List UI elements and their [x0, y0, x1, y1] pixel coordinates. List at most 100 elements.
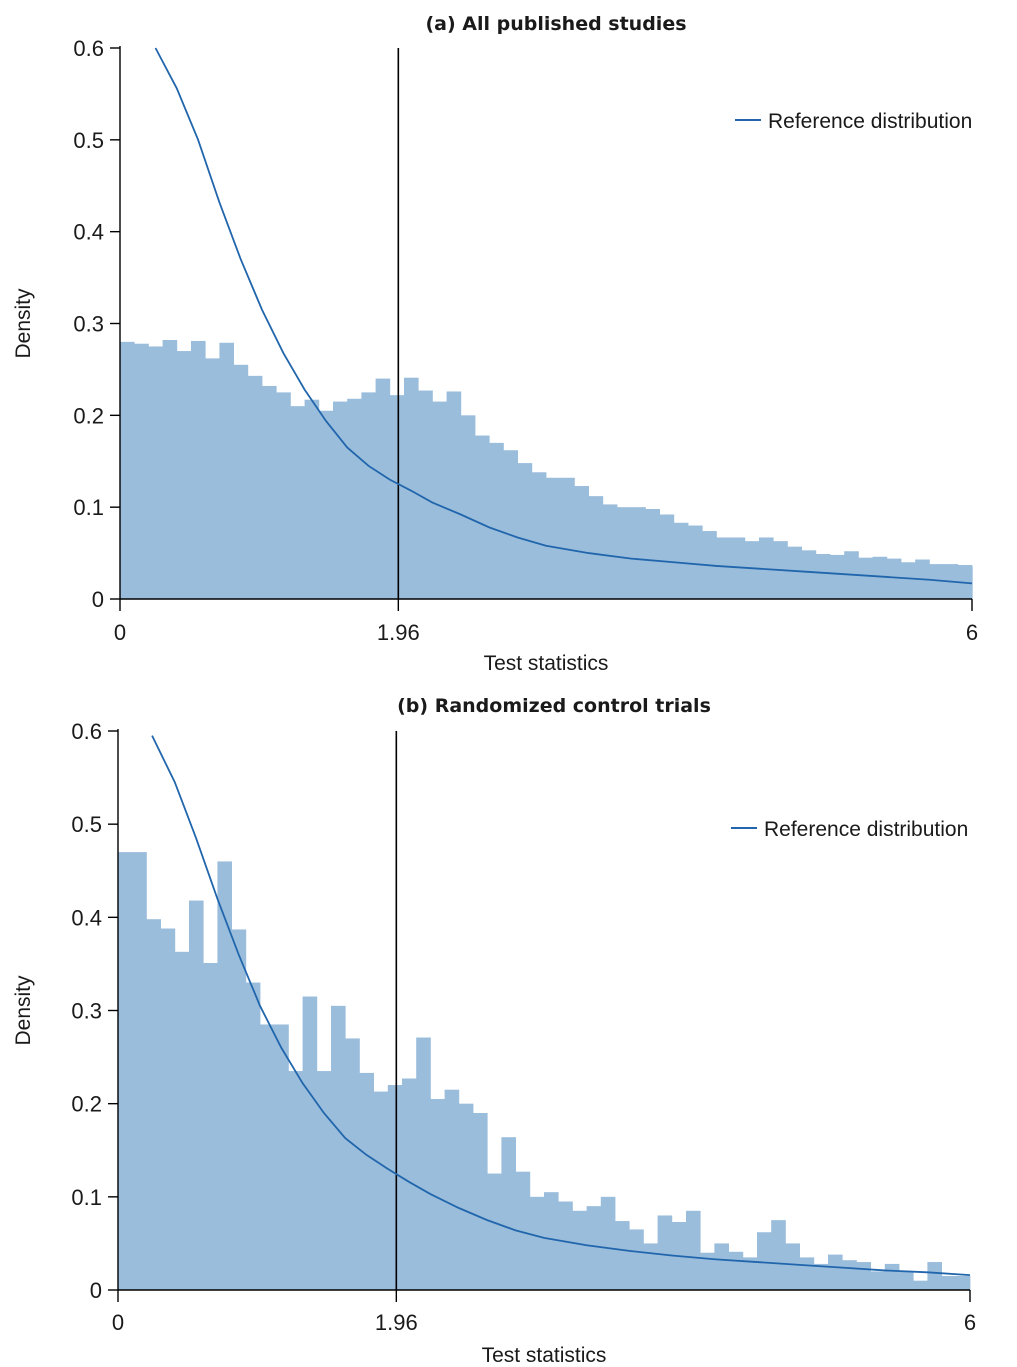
y-tick-label: 0.3 — [73, 312, 104, 337]
histogram-bar — [529, 1196, 545, 1290]
histogram-bar — [276, 392, 291, 600]
x-axis-label: Test statistics — [482, 1344, 607, 1367]
histogram-bar — [118, 852, 133, 1290]
histogram-bar — [387, 1085, 403, 1290]
x-tick-label: 1.96 — [375, 1310, 418, 1335]
histogram-bar — [302, 996, 318, 1290]
histogram-bar — [247, 375, 263, 599]
histogram-bar — [830, 554, 845, 599]
y-tick-label: 0.2 — [73, 403, 104, 428]
legend: Reference distribution — [735, 110, 972, 133]
histogram-bar — [205, 358, 220, 599]
histogram-bar — [219, 342, 234, 599]
histogram-bar — [858, 557, 873, 599]
histogram-bar — [870, 1271, 886, 1290]
histogram-bar — [759, 537, 774, 599]
y-tick-label: 0.5 — [71, 812, 102, 837]
histogram-bar — [531, 472, 547, 599]
histogram-bar — [785, 1243, 800, 1290]
legend-label: Reference distribution — [764, 818, 968, 841]
histogram-bar — [856, 1262, 871, 1290]
histogram-bar — [418, 390, 433, 599]
histogram-bar — [260, 1024, 275, 1290]
histogram-bar — [333, 401, 348, 599]
y-tick-label: 0.5 — [73, 128, 104, 153]
histogram-bar — [546, 477, 561, 599]
histogram-bar — [771, 1220, 786, 1291]
histogram-bar — [572, 1210, 587, 1290]
histogram-bar — [132, 852, 147, 1290]
histogram-bar — [430, 1099, 445, 1290]
histogram-bar — [134, 343, 149, 599]
histogram-bar — [799, 1257, 815, 1290]
histogram-bar — [686, 1210, 701, 1290]
histogram-bar — [742, 1257, 758, 1290]
histogram-bar — [629, 1229, 644, 1290]
histogram-bar — [402, 1078, 417, 1290]
histogram-bar — [404, 377, 419, 599]
histogram-bar — [955, 1276, 971, 1290]
histogram-bar — [617, 507, 632, 599]
chart-panel-b: 0 0.1 0.2 0.3 0.4 0.5 0.6 0 1.96 6 Test statistics… — [12, 695, 976, 1367]
histogram-bar — [972, 566, 973, 599]
reference-distribution-line — [154, 47, 973, 585]
y-axis-label: Density — [12, 288, 35, 359]
histogram-bar — [160, 928, 176, 1290]
histogram-bar — [233, 364, 249, 599]
histogram-bar — [588, 496, 604, 599]
histogram-bar — [446, 391, 462, 599]
histogram-bar — [657, 1215, 673, 1290]
x-tick-label: 0 — [114, 620, 126, 645]
histogram-bar — [444, 1089, 460, 1290]
histogram-bar — [176, 351, 192, 599]
histogram-bar — [191, 340, 206, 599]
histogram-bar — [801, 550, 817, 599]
histogram-bar — [316, 1071, 332, 1290]
histogram-bar — [373, 1091, 389, 1290]
x-tick-label: 0 — [112, 1310, 124, 1335]
histogram-bar — [659, 514, 675, 599]
histogram-bar — [304, 399, 320, 599]
histogram-bar — [899, 1271, 914, 1290]
histogram-bar — [231, 929, 247, 1290]
histogram-bar — [757, 1232, 772, 1290]
histogram-bar — [174, 951, 190, 1290]
legend: Reference distribution — [731, 818, 968, 841]
histogram-bar — [389, 395, 405, 599]
y-tick-label: 0.1 — [73, 495, 104, 520]
histogram-bar — [517, 463, 533, 599]
histogram-bar — [558, 1201, 573, 1290]
histogram-bar — [487, 1173, 502, 1290]
histogram-bar — [203, 962, 218, 1290]
x-tick-label: 1.96 — [377, 620, 420, 645]
histogram-bar — [560, 477, 575, 599]
histogram-bar — [120, 341, 135, 599]
chart-panel-a: 0 0.1 0.2 0.3 0.4 0.5 0.6 0 1.96 6 Test statistics… — [12, 13, 978, 675]
histogram-bar — [927, 1262, 942, 1290]
histogram-bar — [432, 401, 447, 599]
y-axis-label: Density — [12, 975, 35, 1046]
histogram-bar — [189, 900, 204, 1290]
histogram-bar — [503, 450, 518, 599]
histogram-bar — [345, 1038, 360, 1290]
x-tick-label: 6 — [964, 1310, 976, 1335]
x-axis-label: Test statistics — [484, 652, 609, 675]
histogram-bar — [416, 1037, 431, 1290]
histogram-bar — [828, 1254, 843, 1290]
histogram-bar — [347, 398, 362, 599]
histogram-bar — [700, 1252, 715, 1290]
histogram-bar — [744, 541, 760, 599]
y-tick-label: 0.6 — [73, 36, 104, 61]
y-tick-label: 0.2 — [71, 1092, 102, 1117]
histogram-bar — [886, 558, 902, 599]
histogram-bar — [217, 861, 232, 1290]
legend-label: Reference distribution — [768, 110, 972, 133]
histogram-bar — [728, 1251, 744, 1290]
histogram-bar — [148, 346, 163, 599]
x-tick-label: 6 — [966, 620, 978, 645]
reference-distribution-line — [151, 735, 971, 1276]
histogram-bar — [842, 1260, 857, 1290]
histogram-bar — [730, 537, 746, 599]
chart-title: (b) Randomized control trials — [397, 695, 711, 717]
histogram-bar — [645, 509, 660, 599]
